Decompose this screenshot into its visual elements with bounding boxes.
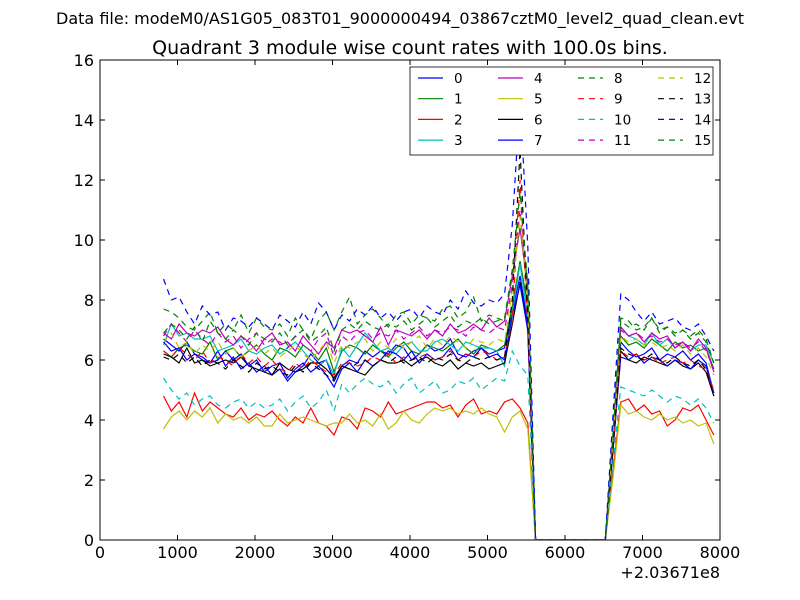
x-tick-label: 2000: [235, 543, 276, 562]
legend-label-3: 3: [454, 133, 463, 149]
y-tick-label: 4: [84, 411, 94, 430]
legend-label-1: 1: [454, 92, 463, 108]
y-tick-label: 2: [84, 471, 94, 490]
series-line-5: [163, 403, 715, 540]
legend-label-7: 7: [534, 133, 543, 149]
legend-label-5: 5: [534, 92, 543, 108]
legend-label-12: 12: [694, 71, 711, 87]
figure-suptitle: Data file: modeM0/AS1G05_083T01_90000004…: [56, 9, 744, 29]
series-line-14: [162, 98, 715, 540]
x-axis: 0 1000 2000 3000 4000 5000 6000 7000 8000: [95, 60, 740, 562]
legend-label-15: 15: [694, 133, 711, 149]
series-line-13: [163, 149, 715, 540]
x-tick-label: 8000: [700, 543, 741, 562]
legend-label-10: 10: [614, 112, 631, 128]
x-tick-label: 4000: [390, 543, 431, 562]
legend-label-13: 13: [694, 92, 711, 108]
chart-title: Quadrant 3 module wise count rates with …: [152, 37, 668, 59]
series-line-8: [163, 227, 715, 540]
legend-label-11: 11: [614, 133, 631, 149]
series-line-2: [163, 391, 715, 540]
series-lines: [162, 98, 715, 540]
legend-label-2: 2: [454, 112, 463, 128]
x-tick-label: 5000: [467, 543, 508, 562]
y-tick-label: 16: [74, 51, 94, 70]
x-tick-label: 6000: [545, 543, 586, 562]
y-tick-label: 6: [84, 351, 94, 370]
legend-label-6: 6: [534, 112, 543, 128]
x-tick-label: 1000: [157, 543, 198, 562]
legend-label-9: 9: [614, 92, 623, 108]
series-line-12: [163, 215, 715, 540]
y-tick-label: 8: [84, 291, 94, 310]
series-line-1: [163, 260, 715, 540]
series-line-6: [163, 281, 715, 540]
y-tick-label: 12: [74, 171, 94, 190]
legend-label-14: 14: [694, 112, 711, 128]
y-tick-label: 10: [74, 231, 94, 250]
series-line-10: [163, 349, 715, 540]
series-line-15: [163, 191, 715, 540]
legend-label-0: 0: [454, 71, 463, 87]
x-tick-label: 7000: [622, 543, 663, 562]
legend-label-4: 4: [534, 71, 543, 87]
legend-label-8: 8: [614, 71, 623, 87]
y-tick-label: 14: [74, 111, 94, 130]
x-tick-label: 0: [95, 543, 105, 562]
x-axis-offset-label: +2.03671e8: [620, 563, 720, 582]
x-tick-label: 3000: [312, 543, 353, 562]
series-line-4: [163, 227, 715, 540]
y-tick-label: 0: [84, 531, 94, 550]
